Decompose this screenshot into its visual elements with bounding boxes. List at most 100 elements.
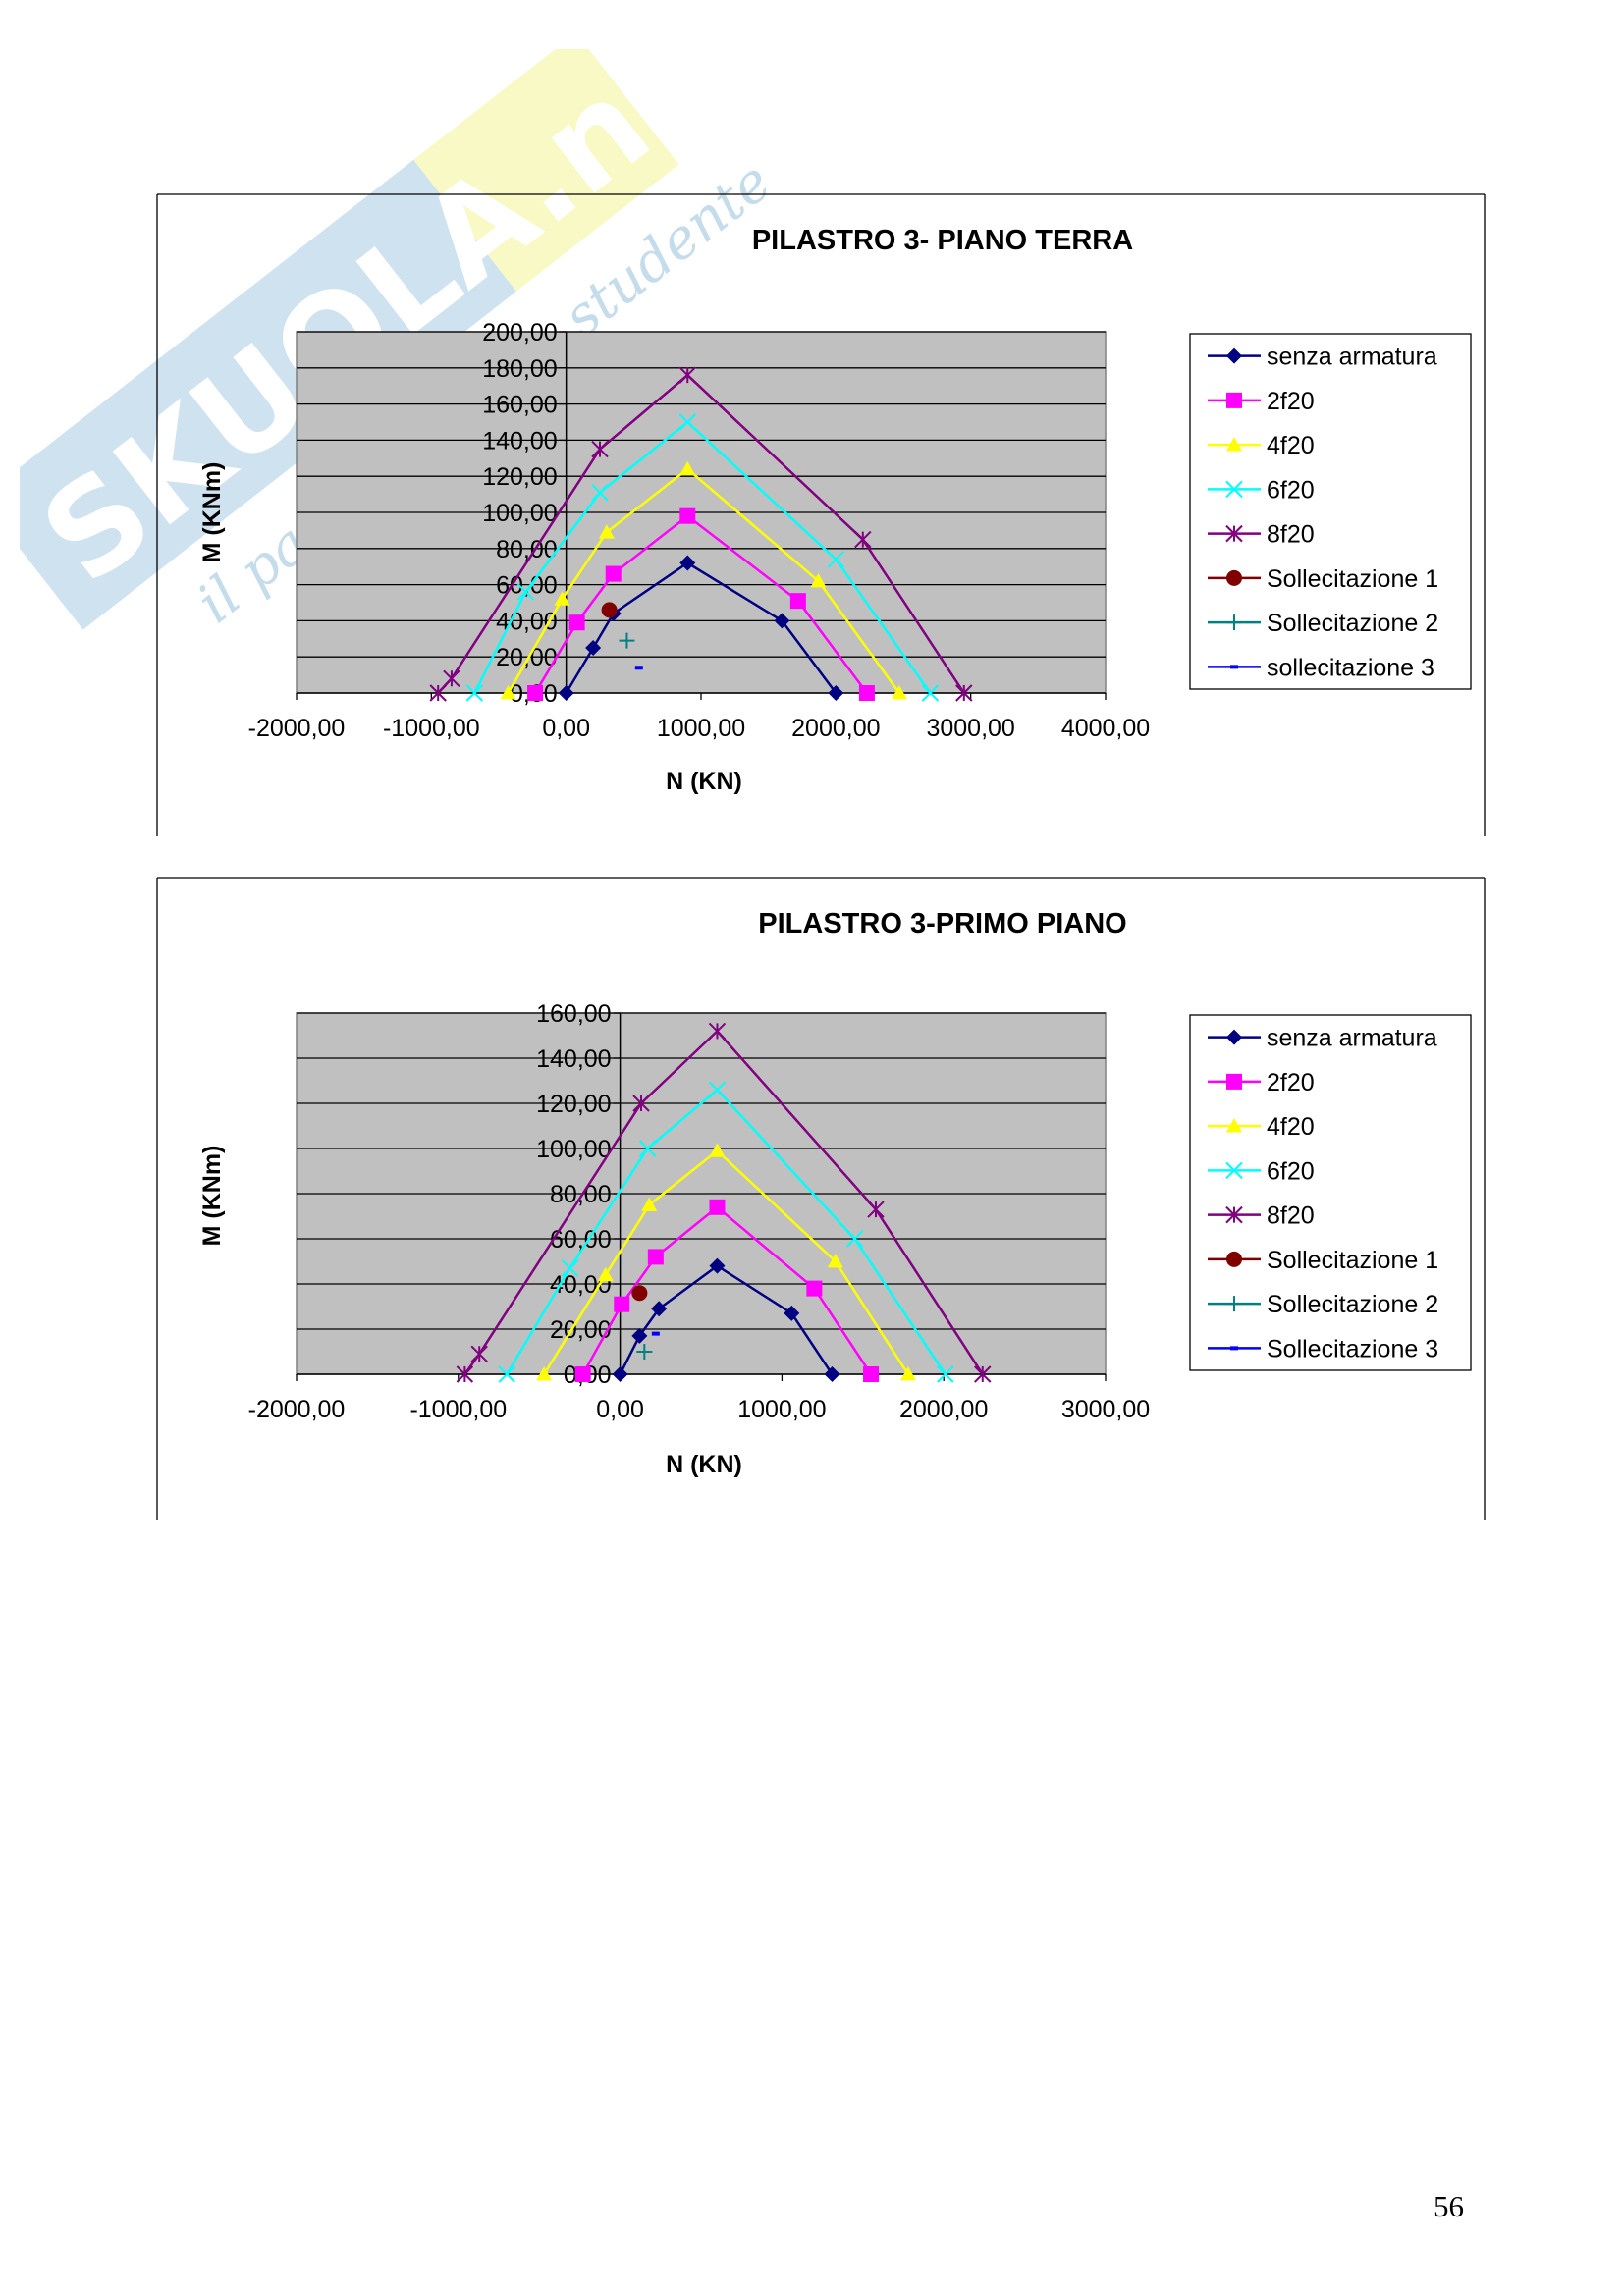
series-4f20 [500, 460, 907, 700]
y-axis-label: M (KNm) [198, 462, 226, 563]
legend-label: 4f20 [1267, 1113, 1315, 1141]
data-point [632, 1095, 650, 1112]
data-point [574, 1366, 591, 1382]
chart-frame [156, 193, 1486, 836]
legend-marker [1230, 665, 1238, 669]
legend-item-sollecitazione-2: Sollecitazione 2 [1208, 610, 1438, 637]
legend-label: senza armatura [1267, 344, 1437, 371]
data-point [784, 1305, 800, 1321]
data-point [470, 1345, 488, 1363]
legend-label: sollecitazione 3 [1267, 654, 1434, 681]
y-tick-label: 120,00 [536, 1091, 611, 1118]
x-tick-label: 4000,00 [1061, 715, 1150, 742]
data-point [651, 1331, 660, 1336]
legend-item-4f20: 4f20 [1208, 1113, 1315, 1141]
legend-marker [1226, 1073, 1242, 1090]
x-tick-label: -2000,00 [248, 1396, 346, 1423]
legend-label: Sollecitazione 1 [1267, 565, 1438, 593]
legend-label: Sollecitazione 2 [1267, 610, 1438, 637]
legend-label: 2f20 [1267, 1069, 1315, 1096]
x-tick-label: -1000,00 [409, 1396, 507, 1423]
legend-marker [1226, 569, 1242, 586]
legend-marker [1226, 1296, 1242, 1312]
legend-label: 2f20 [1267, 388, 1315, 415]
legend-marker [1225, 1205, 1243, 1224]
legend-marker [1225, 524, 1243, 543]
y-tick-label: 180,00 [482, 355, 557, 383]
data-point [638, 1140, 657, 1157]
legend-item-sollecitazione-3: sollecitazione 3 [1208, 654, 1434, 681]
legend-item-8f20: 8f20 [1208, 521, 1315, 549]
data-point [678, 413, 696, 431]
x-tick-label: 3000,00 [1061, 1396, 1150, 1423]
legend-label: Sollecitazione 2 [1267, 1291, 1438, 1318]
data-point [708, 1022, 727, 1041]
series-2f20 [527, 507, 875, 701]
legend-label: senza armatura [1267, 1025, 1437, 1052]
series-sollecitazione-2 [636, 1344, 653, 1360]
data-point [631, 1285, 648, 1302]
data-point [858, 685, 875, 701]
series-sollecitazione-3 [634, 666, 643, 670]
series-4f20 [536, 1143, 916, 1381]
legend-marker [1226, 1118, 1242, 1133]
x-tick-label: 1000,00 [737, 1396, 826, 1423]
series-line [619, 1264, 834, 1375]
legend-marker [1226, 614, 1242, 631]
legend-label: Sollecitazione 1 [1267, 1247, 1438, 1274]
data-point [651, 1301, 668, 1317]
legend-marker [1226, 437, 1242, 452]
legend-label: 6f20 [1267, 1157, 1315, 1185]
series-2f20 [574, 1199, 880, 1382]
y-axis-label: M (KNm) [198, 1146, 226, 1247]
x-tick-label: -2000,00 [248, 715, 346, 742]
legend-item-sollecitazione-1: Sollecitazione 1 [1208, 565, 1438, 593]
series-sollecitazione-1 [631, 1285, 648, 1302]
x-tick-label: 1000,00 [657, 715, 745, 742]
series-8f20 [429, 366, 973, 702]
data-point [789, 593, 806, 610]
data-point [827, 1254, 843, 1268]
legend-item-6f20: 6f20 [1208, 476, 1315, 504]
data-point [679, 555, 696, 571]
legend-marker [1230, 1346, 1238, 1351]
series-line [534, 514, 868, 694]
data-point [921, 684, 940, 702]
legend-item-4f20: 4f20 [1208, 432, 1315, 459]
data-point [634, 666, 643, 670]
data-point [612, 1366, 628, 1382]
legend-item-sollecitazione-2: Sollecitazione 2 [1208, 1291, 1438, 1318]
chart-primo-piano-canvas: 0,0020,0040,0060,0080,00100,00120,00140,… [156, 877, 1486, 1520]
data-point [774, 613, 790, 629]
data-point [585, 640, 602, 656]
legend-marker [1226, 1029, 1242, 1045]
data-point [709, 1143, 726, 1157]
y-tick-label: 80,00 [550, 1181, 612, 1208]
data-point [708, 1081, 727, 1098]
data-point [443, 669, 460, 687]
x-tick-label: 3000,00 [926, 715, 1014, 742]
series-line [506, 1088, 947, 1375]
data-point [429, 684, 447, 702]
legend-item-senza-armatura: senza armatura [1208, 1025, 1437, 1052]
legend-marker [1225, 480, 1243, 499]
legend-item-senza-armatura: senza armatura [1208, 344, 1437, 371]
y-tick-label: 200,00 [482, 319, 557, 347]
y-tick-label: 100,00 [536, 1136, 611, 1163]
x-axis-label: N (KN) [666, 768, 742, 795]
y-tick-label: 20,00 [496, 644, 558, 671]
y-tick-label: 160,00 [536, 1000, 611, 1028]
legend-item-8f20: 8f20 [1208, 1202, 1315, 1230]
x-tick-label: 0,00 [596, 1396, 644, 1423]
data-point [636, 1344, 653, 1360]
data-point [614, 1296, 630, 1312]
legend-marker [1226, 347, 1242, 364]
data-point [854, 530, 872, 549]
y-tick-label: 80,00 [496, 536, 558, 563]
legend-marker [1226, 392, 1242, 408]
series-senza-armatura [612, 1257, 840, 1382]
data-point [601, 602, 618, 618]
data-point [591, 440, 609, 458]
series-line [565, 561, 838, 694]
data-point [516, 583, 535, 601]
